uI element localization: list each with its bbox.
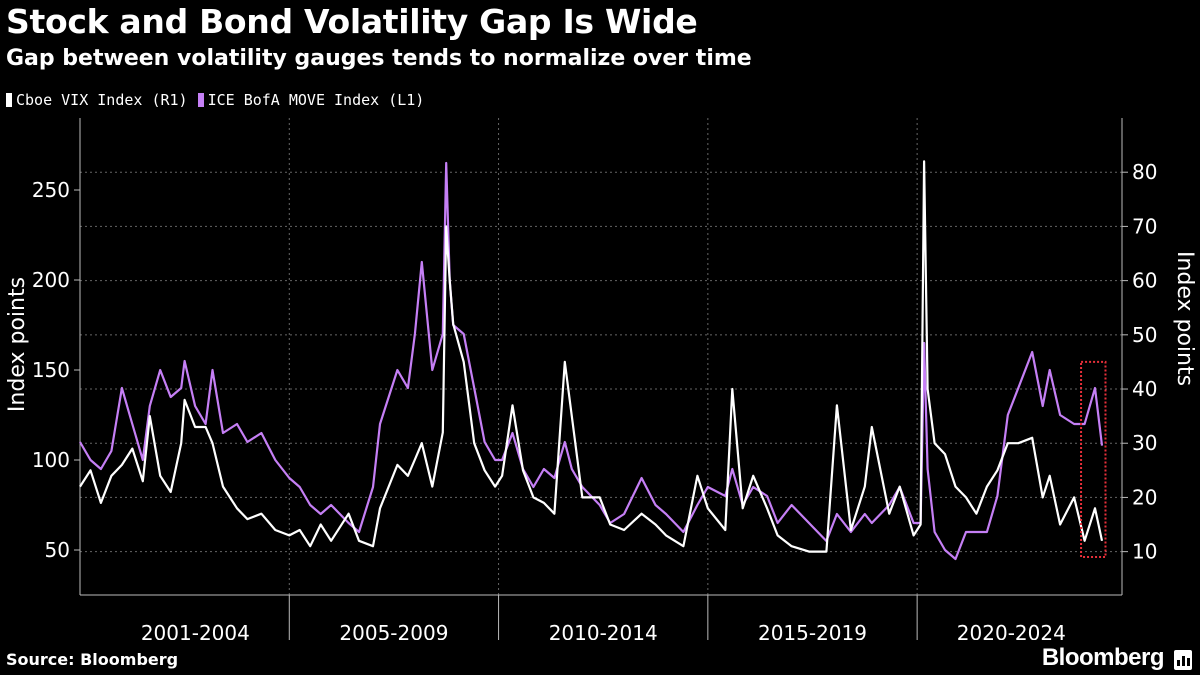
right-axis-title: Index points bbox=[1172, 251, 1197, 386]
series-line-move bbox=[79, 161, 1104, 561]
source-note: Source: Bloomberg bbox=[6, 650, 179, 669]
legend-label-vix: Cboe VIX Index (R1) bbox=[16, 91, 188, 109]
right-tick-label: 40 bbox=[1132, 377, 1157, 401]
right-tick-label: 50 bbox=[1132, 323, 1157, 347]
x-tick-label: 2020-2024 bbox=[957, 621, 1066, 640]
series-line-vix bbox=[79, 160, 1104, 553]
bloomberg-chart-icon bbox=[1174, 650, 1192, 670]
x-tick-label: 2001-2004 bbox=[141, 621, 250, 640]
left-tick-label: 250 bbox=[32, 178, 70, 202]
x-tick-label: 2005-2009 bbox=[339, 621, 448, 640]
legend-item-move: ICE BofA MOVE Index (L1) bbox=[197, 91, 425, 109]
line-chart: 50 100 150 200 250 10 20 30 40 50 60 70 80 Index poin… bbox=[5, 118, 1197, 640]
chart-title: Stock and Bond Volatility Gap Is Wide bbox=[6, 2, 698, 41]
left-tick-label: 150 bbox=[32, 358, 70, 382]
highlight-box bbox=[1080, 360, 1107, 559]
left-tick-label: 100 bbox=[32, 448, 70, 472]
legend-item-vix: Cboe VIX Index (R1) bbox=[6, 91, 188, 109]
legend-label-move: ICE BofA MOVE Index (L1) bbox=[207, 91, 425, 109]
chart-subtitle: Gap between volatility gauges tends to n… bbox=[6, 46, 752, 71]
right-tick-label: 30 bbox=[1132, 431, 1157, 455]
right-tick-label: 60 bbox=[1132, 269, 1157, 293]
left-axis-title: Index points bbox=[5, 277, 30, 412]
left-tick-label: 50 bbox=[45, 538, 70, 562]
x-tick-label: 2010-2014 bbox=[549, 621, 658, 640]
right-tick-label: 80 bbox=[1132, 160, 1157, 184]
x-tick-label: 2015-2019 bbox=[758, 621, 867, 640]
right-tick-label: 10 bbox=[1132, 540, 1157, 564]
chart-legend: Cboe VIX Index (R1) ICE BofA MOVE Index … bbox=[6, 90, 434, 110]
bloomberg-logo: Bloomberg bbox=[1041, 644, 1165, 671]
legend-swatch-move bbox=[197, 93, 204, 107]
right-tick-label: 70 bbox=[1132, 214, 1157, 238]
right-tick-label: 20 bbox=[1132, 485, 1157, 509]
left-tick-label: 200 bbox=[32, 268, 70, 292]
legend-swatch-vix bbox=[6, 93, 12, 107]
